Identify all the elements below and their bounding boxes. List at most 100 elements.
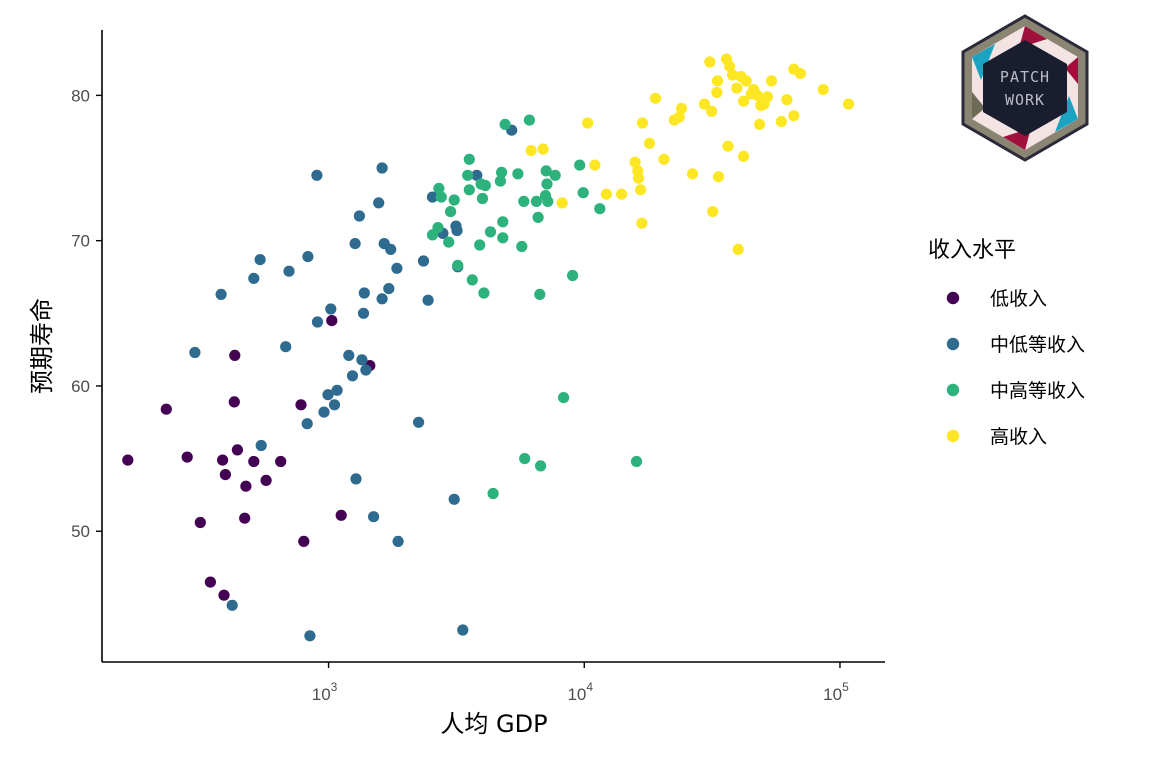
data-point [658,153,670,165]
data-point [376,293,388,305]
data-point [558,392,570,404]
data-point [443,236,455,248]
data-point [636,117,649,129]
x-tick-label: 103 [312,680,338,704]
data-point [479,179,491,192]
data-point [298,535,310,548]
data-point [484,226,497,238]
data-point [732,243,744,255]
data-point [629,156,641,168]
y-tick-label: 70 [71,232,90,251]
legend-label: 低收入 [990,288,1047,310]
data-point [516,240,528,253]
data-point [487,487,499,500]
data-point [254,254,266,266]
data-point [512,168,524,180]
data-point [239,512,251,524]
data-point [417,255,430,267]
data-point [686,168,699,180]
data-point [231,444,243,456]
data-point [318,406,330,418]
data-point [376,162,388,174]
data-point [476,192,489,205]
data-point [451,224,463,237]
data-point [194,516,206,529]
x-tick-label: 105 [823,680,849,704]
logo-patch-olive [972,92,985,119]
data-point [466,274,478,286]
data-point [325,303,337,315]
data-point [219,469,231,481]
data-point [457,624,469,636]
data-point [204,576,216,588]
data-point [385,243,397,255]
data-point [582,117,594,129]
data-point [494,175,506,187]
x-axis-ticks: 103 104 105 [312,662,849,704]
x-axis-title: 人均 GDP [440,710,547,738]
data-point [448,493,460,505]
data-point [775,115,788,128]
data-point [358,287,370,299]
data-point [537,143,549,155]
logo-patch-cyan-1 [972,44,995,80]
data-point [160,403,172,415]
data-point [240,480,252,492]
data-point [392,535,404,548]
data-points [122,53,855,642]
data-point [712,171,725,183]
y-axis-ticks: 50 60 70 80 [71,86,102,541]
data-point [600,188,613,200]
data-point [711,75,724,87]
data-point [673,111,685,123]
data-point [589,159,601,171]
data-point [574,159,586,171]
data-point [452,259,464,271]
data-point [350,473,362,485]
data-point [724,60,736,72]
data-point [540,165,552,177]
logo-text-line1: PATCH [1000,68,1050,86]
data-point [356,354,368,366]
data-point [217,454,229,466]
data-point [499,118,511,130]
logo-patch-red-3 [1065,57,1078,84]
legend-label: 高收入 [990,426,1047,448]
data-point [413,416,425,428]
data-point [754,118,766,130]
data-point [357,307,370,319]
data-point [794,68,807,80]
legend-label: 中高等收入 [990,380,1085,402]
data-point [535,460,547,472]
data-point [275,455,287,468]
legend-key [946,429,960,443]
data-point [635,184,647,196]
data-point [541,178,553,190]
logo-inner-hex [983,40,1067,136]
data-point [218,589,230,601]
data-point [463,153,475,165]
data-point [260,474,272,486]
data-point [704,56,716,68]
data-point [435,191,447,203]
data-point [295,399,307,411]
data-point [636,217,648,229]
legend-key [946,337,960,351]
data-point [226,599,238,611]
data-point [322,389,334,401]
data-point [761,91,774,103]
data-point [360,364,372,376]
data-point [842,98,855,110]
data-point [248,455,260,468]
data-point [122,454,134,466]
data-point [711,86,723,99]
data-point [462,169,474,181]
data-point [328,399,341,411]
data-point [649,92,662,104]
logo-patch-cyan-2 [1055,96,1078,132]
data-point [463,184,475,196]
data-point [722,140,734,152]
data-point [817,84,829,96]
data-point [525,145,537,157]
